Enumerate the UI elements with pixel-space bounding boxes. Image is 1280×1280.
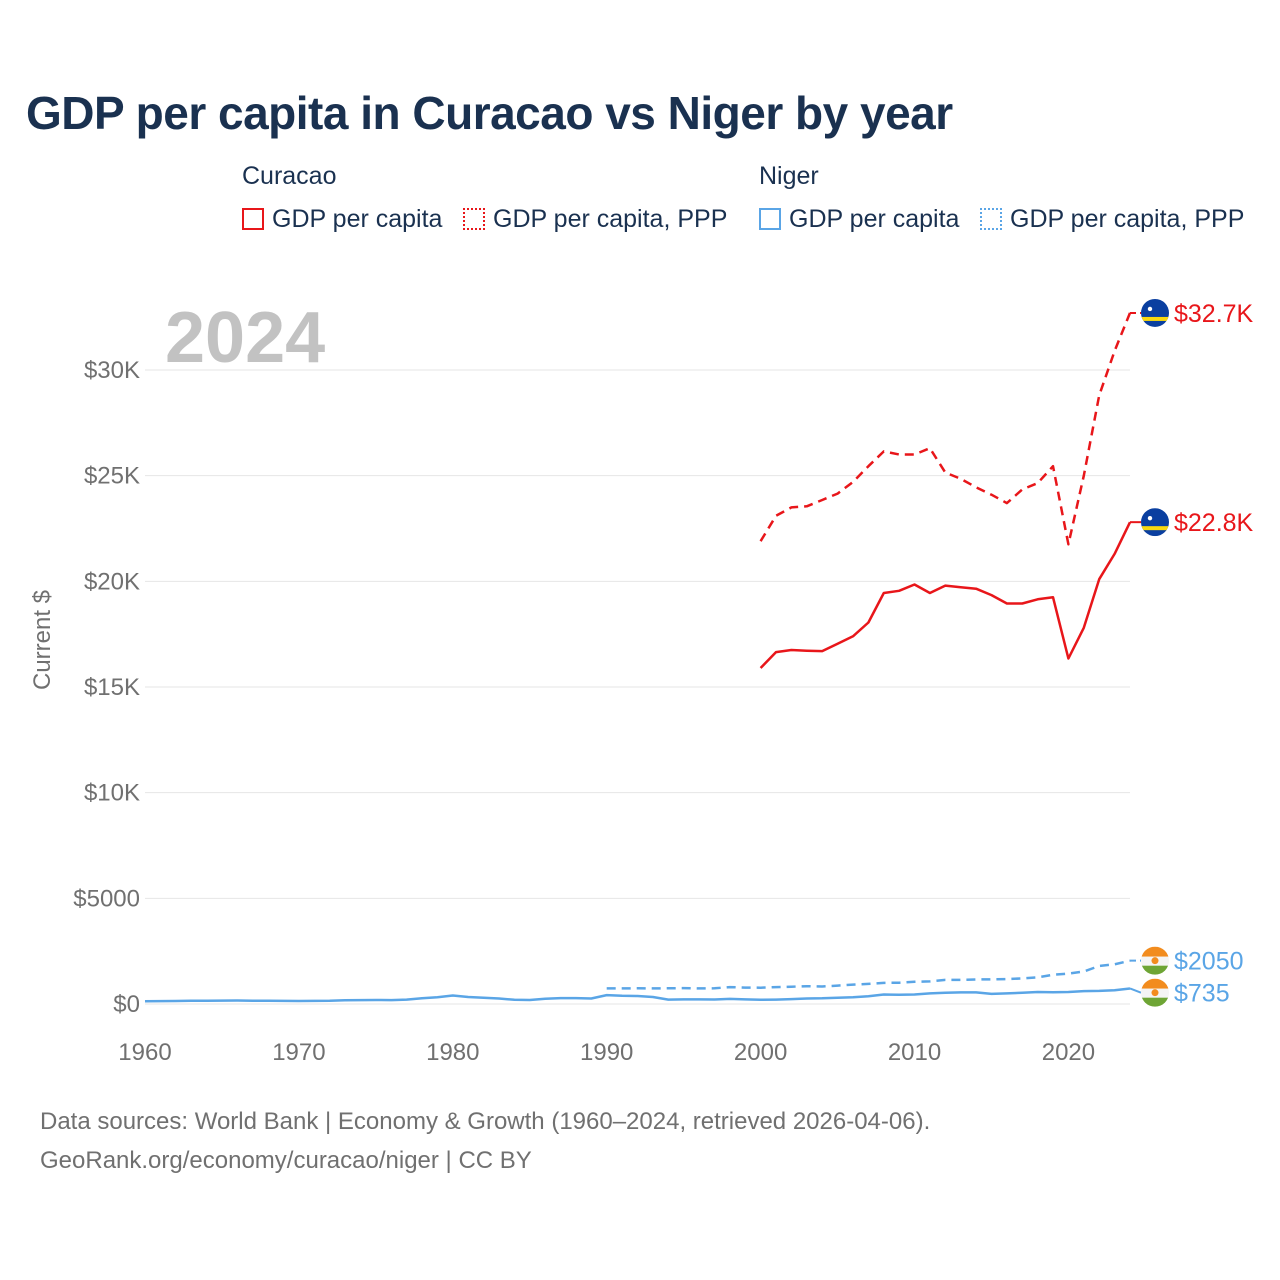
y-tick-label: $0 bbox=[113, 991, 140, 1018]
x-tick-label: 1960 bbox=[118, 1039, 171, 1066]
flag-star bbox=[1147, 306, 1153, 312]
series-line-3 bbox=[144, 987, 1131, 1003]
series-line-1 bbox=[759, 521, 1132, 669]
x-tick-label: 1990 bbox=[580, 1039, 633, 1066]
legend-label: GDP per capita, PPP bbox=[1010, 204, 1245, 233]
legend-niger-gdp-ppp[interactable]: GDP per capita, PPP bbox=[980, 204, 1244, 234]
series-line-0 bbox=[759, 312, 1132, 546]
flag-band-bottom bbox=[1141, 997, 1169, 1007]
flag-body bbox=[1141, 298, 1169, 327]
legend-swatch-dotted-blue bbox=[980, 208, 1002, 230]
x-tick-label: 2000 bbox=[734, 1039, 787, 1066]
x-tick-label: 2020 bbox=[1042, 1039, 1095, 1066]
y-tick-label: $10K bbox=[84, 780, 140, 807]
curacao-flag-icon bbox=[1141, 298, 1169, 327]
legend-group-niger: Niger bbox=[759, 162, 819, 190]
end-value-label: $735 bbox=[1174, 980, 1230, 1008]
flag-star bbox=[1147, 515, 1153, 521]
flag-body bbox=[1141, 508, 1169, 537]
flag-disc bbox=[1151, 989, 1159, 997]
flag-field bbox=[1141, 298, 1169, 327]
y-axis-title: Current $ bbox=[29, 590, 56, 690]
end-connector bbox=[1129, 987, 1142, 994]
flag-band-bottom bbox=[1141, 965, 1169, 975]
flag-body bbox=[1141, 978, 1169, 1007]
legend-label: GDP per capita, PPP bbox=[493, 204, 728, 233]
niger-flag-icon bbox=[1141, 946, 1169, 975]
flag-stripe bbox=[1141, 526, 1169, 531]
legend-swatch-solid-blue bbox=[759, 208, 781, 230]
flag-band-top bbox=[1141, 978, 1169, 989]
end-value-label: $2050 bbox=[1174, 948, 1244, 976]
data-source: Data sources: World Bank | Economy & Gro… bbox=[40, 1108, 931, 1135]
curacao-flag-icon bbox=[1141, 508, 1169, 537]
flag-stripe bbox=[1141, 316, 1169, 321]
legend-swatch-solid-red bbox=[242, 208, 264, 230]
gridlines: $0 $5000 $10K $15K $20K $25K $30K 1960 1970 1980 1… bbox=[73, 357, 1130, 1066]
end-value-label: $22.8K bbox=[1174, 509, 1254, 537]
flag-band-top bbox=[1141, 946, 1169, 957]
flag-field bbox=[1141, 508, 1169, 537]
legend-label: GDP per capita bbox=[272, 204, 443, 233]
x-tick-label: 1970 bbox=[272, 1039, 325, 1066]
legend-swatch-dotted-red bbox=[463, 208, 485, 230]
legend-curacao-gdp-ppp[interactable]: GDP per capita, PPP bbox=[463, 204, 727, 234]
flag-disc bbox=[1151, 957, 1159, 965]
series-lines bbox=[144, 312, 1132, 1003]
series-line-2 bbox=[606, 959, 1131, 990]
legend-curacao-gdp[interactable]: GDP per capita bbox=[242, 204, 442, 234]
legend-label: GDP per capita bbox=[789, 204, 960, 233]
niger-flag-icon bbox=[1141, 978, 1169, 1007]
x-tick-label: 1980 bbox=[426, 1039, 479, 1066]
data-source-link[interactable]: GeoRank.org/economy/curacao/niger | CC B… bbox=[40, 1147, 532, 1174]
chart-title: GDP per capita in Curacao vs Niger by ye… bbox=[26, 87, 953, 139]
x-tick-label: 2010 bbox=[888, 1039, 941, 1066]
flag-body bbox=[1141, 946, 1169, 975]
y-tick-label: $15K bbox=[84, 674, 140, 701]
legend-niger-gdp[interactable]: GDP per capita bbox=[759, 204, 959, 234]
year-watermark: 2024 bbox=[165, 298, 325, 378]
legend-group-curacao: Curacao bbox=[242, 162, 337, 190]
y-tick-label: $5000 bbox=[73, 885, 140, 912]
y-tick-label: $25K bbox=[84, 463, 140, 490]
y-tick-label: $30K bbox=[84, 357, 140, 384]
y-tick-label: $20K bbox=[84, 568, 140, 595]
end-value-label: $32.7K bbox=[1174, 300, 1254, 328]
end-markers: $32.7K $22.8K $2050 $735 bbox=[1129, 298, 1254, 1008]
